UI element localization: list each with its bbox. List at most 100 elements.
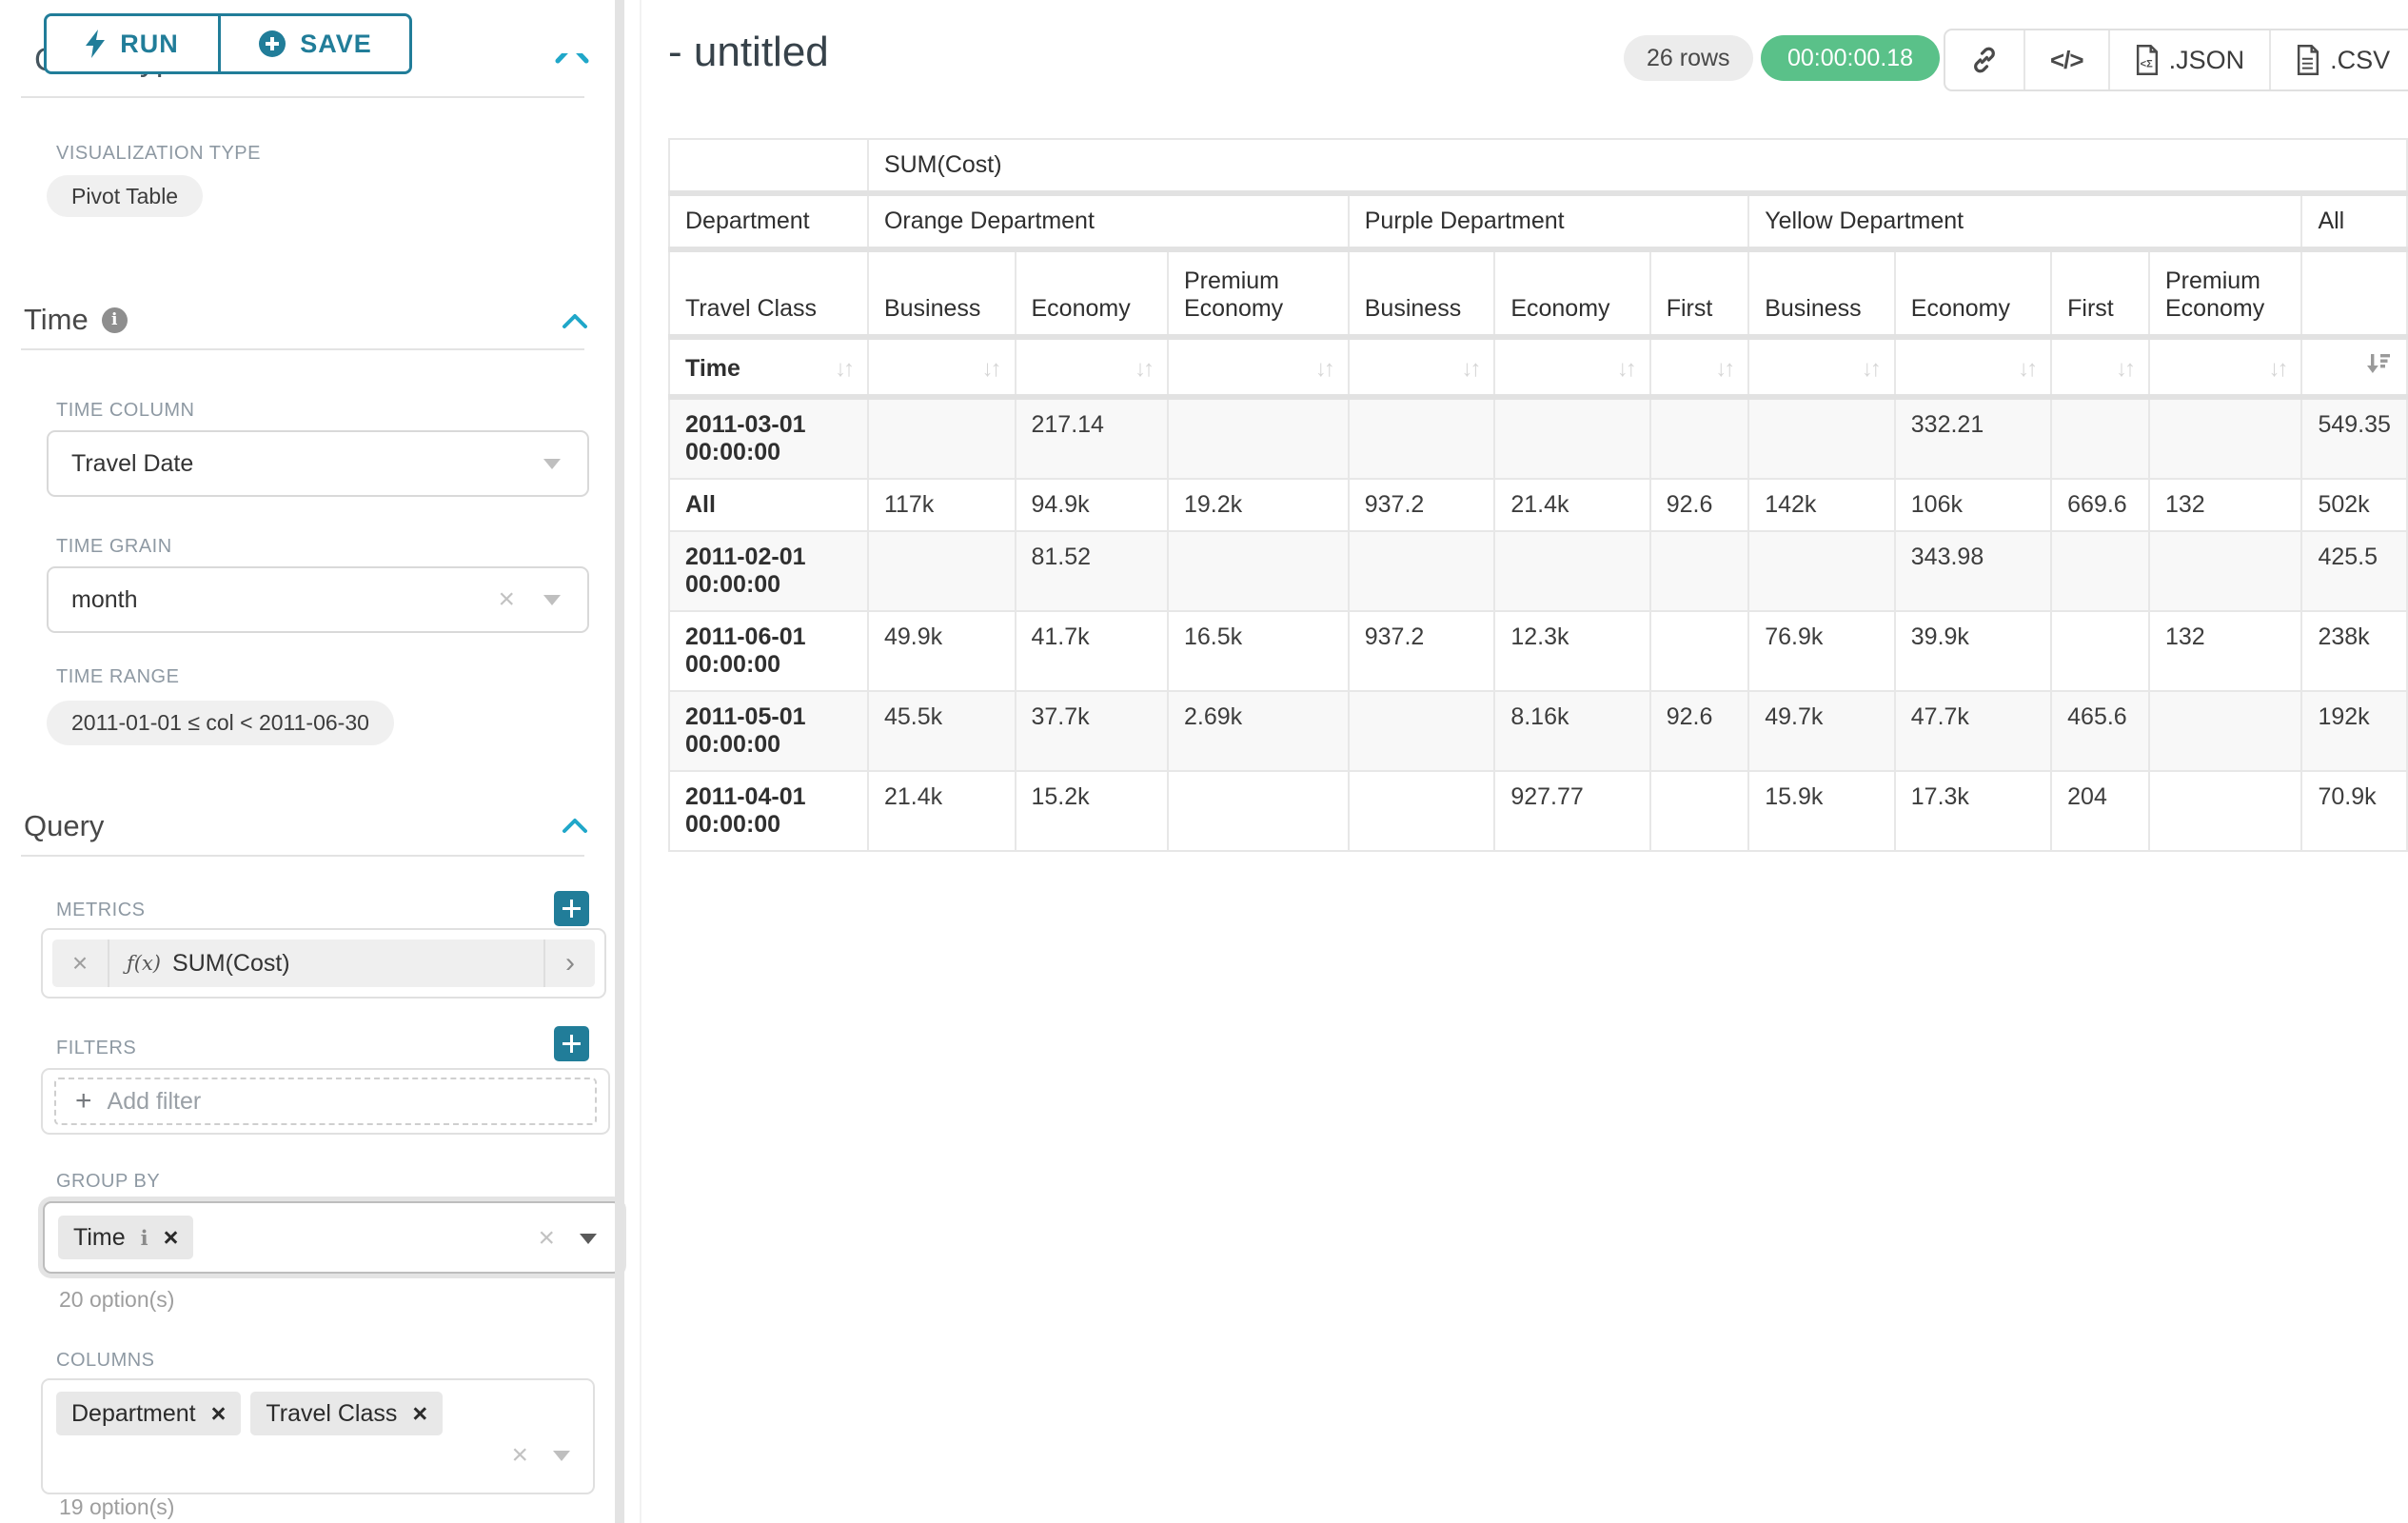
clear-icon[interactable]: ×: [538, 1222, 555, 1254]
json-button-label: .JSON: [2168, 45, 2245, 74]
share-link-button[interactable]: [1945, 30, 2025, 89]
query-timer-badge: 00:00:00.18: [1761, 35, 1941, 81]
column-sort-header[interactable]: ↓↑: [866, 336, 1016, 400]
time-sort-header[interactable]: Time ↓↑: [668, 336, 869, 400]
export-csv-button[interactable]: .CSV: [2271, 30, 2408, 89]
column-sort-header[interactable]: ↓↑: [1747, 336, 1896, 400]
time-column-select[interactable]: Travel Date: [47, 430, 589, 497]
time-section-collapse-chevron[interactable]: [562, 312, 588, 329]
time-range-label: TIME RANGE: [56, 666, 180, 687]
value-cell: [1166, 770, 1350, 852]
time-grain-select[interactable]: month ×: [47, 566, 589, 633]
sort-icon: ↓↑: [2115, 356, 2136, 382]
value-cell: 76.9k: [1747, 610, 1896, 692]
metric-chip[interactable]: × ƒ(x) SUM(Cost) ›: [52, 940, 595, 987]
function-icon: ƒ(x): [127, 952, 162, 975]
chart-type-collapse-chevron[interactable]: [550, 53, 594, 70]
query-section-collapse-chevron[interactable]: [562, 817, 588, 834]
value-cell: 92.6: [1648, 690, 1750, 772]
sort-icon: ↓↑: [1715, 356, 1735, 382]
lightning-icon: [86, 30, 106, 58]
sort-icon: ↓↑: [834, 355, 855, 382]
export-json-button[interactable]: <Σ .JSON: [2110, 30, 2272, 89]
save-button[interactable]: SAVE: [221, 16, 409, 71]
travel-class-header: First: [2050, 248, 2150, 340]
row-label: 2011-04-01 00:00:00: [668, 770, 869, 852]
chip-label: Time: [73, 1223, 126, 1251]
value-cell: 332.21: [1893, 396, 2053, 480]
save-button-label: SAVE: [300, 29, 372, 58]
embed-code-button[interactable]: </>: [2025, 30, 2110, 89]
column-sort-header[interactable]: ↓↑: [1166, 336, 1350, 400]
value-cell: [1648, 396, 1750, 480]
travel-class-header: Business: [1347, 248, 1496, 340]
run-save-button-group: RUN SAVE: [44, 13, 412, 74]
value-cell: 502k: [2300, 478, 2408, 532]
remove-metric-icon[interactable]: ×: [52, 940, 109, 987]
code-icon: </>: [2050, 45, 2084, 74]
value-cell: 17.3k: [1893, 770, 2053, 852]
value-cell: [2147, 770, 2303, 852]
query-section-heading: Query: [24, 809, 105, 842]
column-sort-header[interactable]: ↓↑: [2147, 336, 2303, 400]
value-cell: 39.9k: [1893, 610, 2053, 692]
group-by-select[interactable]: Time i × ×: [43, 1201, 622, 1274]
info-icon[interactable]: i: [101, 307, 128, 333]
group-by-options-hint: 20 option(s): [59, 1287, 175, 1312]
row-label: 2011-06-01 00:00:00: [668, 610, 869, 692]
sort-icon: ↓↑: [1861, 356, 1882, 382]
remove-chip-icon[interactable]: ×: [412, 1398, 428, 1428]
travel-class-row-key: Travel Class: [668, 248, 869, 340]
department-header: Yellow Department: [1747, 192, 2303, 252]
chart-title[interactable]: - untitled: [668, 29, 829, 75]
info-icon[interactable]: i: [140, 1225, 148, 1250]
chevron-right-icon[interactable]: ›: [543, 940, 595, 987]
add-metric-button[interactable]: [554, 891, 589, 926]
visualization-type-pill[interactable]: Pivot Table: [47, 175, 204, 217]
column-sort-header[interactable]: ↓↑: [1347, 336, 1496, 400]
column-sort-header[interactable]: ↓↑: [2050, 336, 2150, 400]
column-sort-header[interactable]: ↓↑: [1893, 336, 2053, 400]
column-sort-header[interactable]: ↓↑: [1648, 336, 1750, 400]
value-cell: [1493, 530, 1651, 612]
value-cell: [2050, 610, 2150, 692]
add-filter-plus-button[interactable]: [554, 1026, 589, 1061]
travel-class-header: First: [1648, 248, 1750, 340]
value-cell: [1347, 396, 1496, 480]
value-cell: [1166, 530, 1350, 612]
value-cell: [2147, 396, 2303, 480]
clear-icon[interactable]: ×: [511, 1439, 528, 1471]
time-range-pill[interactable]: 2011-01-01 ≤ col < 2011-06-30: [47, 701, 394, 745]
columns-chip-travel-class[interactable]: Travel Class ×: [250, 1392, 444, 1435]
value-cell: [1347, 530, 1496, 612]
travel-class-header: Premium Economy: [1166, 248, 1350, 340]
time-column-value: Travel Date: [71, 449, 194, 477]
value-cell: 92.6: [1648, 478, 1750, 532]
value-cell: [1347, 690, 1496, 772]
value-cell: [1166, 396, 1350, 480]
value-cell: [866, 396, 1016, 480]
value-cell: [2147, 530, 2303, 612]
group-by-label: GROUP BY: [56, 1171, 161, 1192]
clear-icon[interactable]: ×: [498, 583, 515, 615]
group-by-chip-time[interactable]: Time i ×: [58, 1216, 194, 1259]
department-header: Orange Department: [866, 192, 1350, 252]
department-header: Purple Department: [1347, 192, 1750, 252]
add-filter-button[interactable]: + Add filter: [54, 1078, 597, 1125]
chevron-down-icon: [553, 1450, 570, 1461]
run-button[interactable]: RUN: [47, 16, 221, 71]
plus-icon: +: [75, 1085, 92, 1117]
columns-select[interactable]: Department × Travel Class × ×: [41, 1378, 595, 1494]
sort-icon: ↓↑: [1134, 356, 1155, 382]
panel-scrollbar[interactable]: [615, 0, 624, 1523]
column-sort-header[interactable]: ↓↑: [1493, 336, 1651, 400]
value-cell: 343.98: [1893, 530, 2053, 612]
column-sort-header[interactable]: [2300, 336, 2408, 400]
travel-class-header: Economy: [1893, 248, 2053, 340]
columns-chip-department[interactable]: Department ×: [56, 1392, 242, 1435]
remove-chip-icon[interactable]: ×: [210, 1398, 227, 1428]
column-sort-header[interactable]: ↓↑: [1014, 336, 1169, 400]
value-cell: [1493, 396, 1651, 480]
remove-chip-icon[interactable]: ×: [163, 1222, 179, 1252]
